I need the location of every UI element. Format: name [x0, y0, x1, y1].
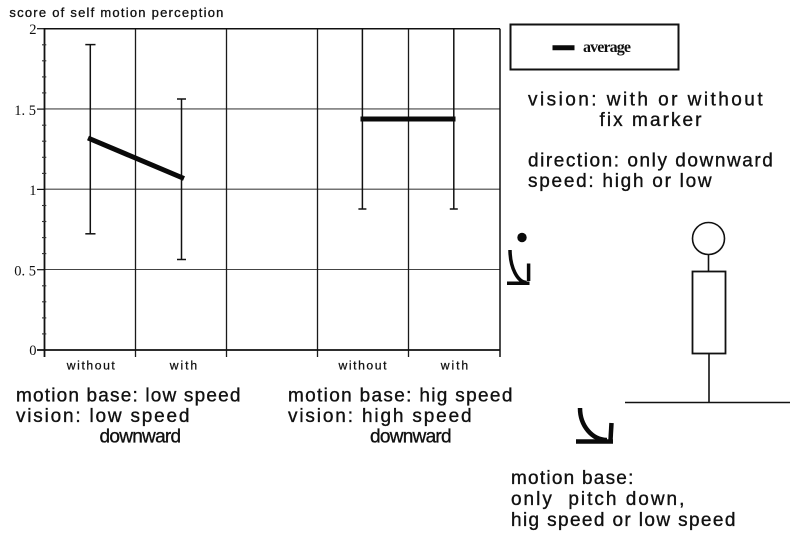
- svg-text:2: 2: [29, 22, 36, 38]
- svg-text:motion base: hig speed: motion base: hig speed: [288, 385, 512, 406]
- svg-text:downward: downward: [100, 427, 182, 448]
- svg-text:without: without: [66, 358, 116, 372]
- svg-text:vision: with or without: vision: with or without: [528, 90, 763, 111]
- svg-text:only pitch down,: only pitch down,: [511, 489, 684, 510]
- svg-text:without: without: [338, 358, 388, 372]
- svg-text:speed: high or low: speed: high or low: [528, 171, 712, 192]
- svg-text:0. 5: 0. 5: [14, 263, 36, 279]
- svg-text:1: 1: [29, 183, 36, 199]
- svg-text:downward: downward: [370, 427, 452, 448]
- svg-text:average: average: [583, 39, 631, 56]
- svg-text:1. 5: 1. 5: [14, 103, 36, 119]
- svg-text:hig speed or low speed: hig speed or low speed: [511, 510, 735, 531]
- svg-text:with: with: [169, 358, 197, 372]
- svg-text:vision: high speed: vision: high speed: [288, 406, 472, 427]
- svg-text:with: with: [440, 358, 468, 372]
- svg-text:vision: low speed: vision: low speed: [16, 406, 189, 427]
- svg-text:fix marker: fix marker: [600, 110, 703, 131]
- svg-text:0: 0: [29, 343, 36, 359]
- svg-text:motion base:: motion base:: [511, 468, 633, 489]
- svg-text:direction: only downward: direction: only downward: [528, 151, 773, 172]
- svg-text:motion base: low speed: motion base: low speed: [16, 385, 240, 406]
- svg-text:score of self motion perceptio: score of self motion perception: [9, 5, 223, 20]
